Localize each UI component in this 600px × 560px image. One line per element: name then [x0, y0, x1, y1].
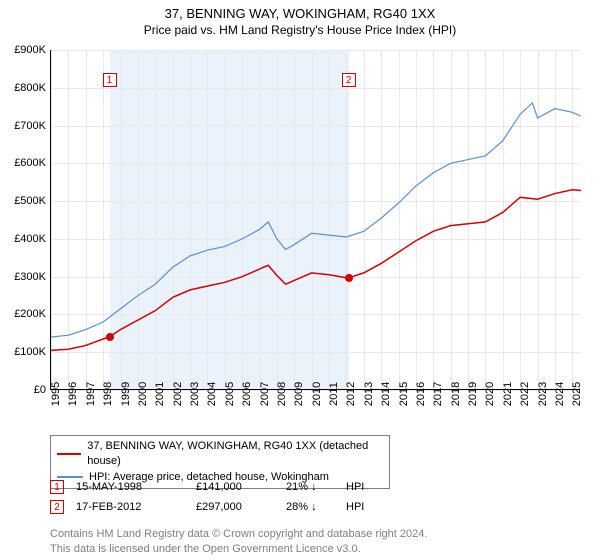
- legend-label: 37, BENNING WAY, WOKINGHAM, RG40 1XX (de…: [87, 439, 383, 470]
- x-tick-label: 2009: [293, 382, 305, 406]
- x-tick-label: 1999: [120, 382, 132, 406]
- sale-row: 2 17-FEB-2012£297,00028% ↓HPI: [50, 500, 364, 514]
- footnote-line-1: Contains HM Land Registry data © Crown c…: [50, 528, 427, 540]
- series-price_paid: [51, 190, 581, 351]
- footnote: Contains HM Land Registry data © Crown c…: [50, 527, 427, 556]
- x-tick-label: 1996: [67, 382, 79, 406]
- x-tick-label: 2016: [415, 382, 427, 406]
- x-tick-label: 2015: [398, 382, 410, 406]
- legend-swatch: [57, 476, 83, 478]
- x-tick-label: 2024: [554, 382, 566, 406]
- x-tick-label: 2011: [328, 382, 340, 406]
- x-tick-label: 1995: [50, 382, 62, 406]
- chart-marker: 1: [103, 73, 117, 87]
- x-tick-label: 1998: [102, 382, 114, 406]
- sale-price: £141,000: [196, 481, 286, 493]
- x-tick-label: 2000: [137, 382, 149, 406]
- chart-marker-dot: [106, 333, 114, 341]
- x-tick-label: 2005: [224, 382, 236, 406]
- sale-marker: 2: [50, 500, 64, 514]
- x-tick-label: 2025: [571, 382, 583, 406]
- sale-price: £297,000: [196, 501, 286, 513]
- x-tick-label: 2012: [345, 382, 357, 406]
- x-tick-label: 2003: [189, 382, 201, 406]
- chart-marker: 2: [342, 73, 356, 87]
- x-tick-label: 2006: [241, 382, 253, 406]
- sale-date: 17-FEB-2012: [76, 501, 196, 513]
- chart-marker-dot: [345, 274, 353, 282]
- x-tick-label: 2019: [467, 382, 479, 406]
- x-tick-label: 2007: [259, 382, 271, 406]
- chart-container: 37, BENNING WAY, WOKINGHAM, RG40 1XX Pri…: [0, 0, 600, 560]
- y-tick-label: £600K: [14, 157, 46, 169]
- y-tick-label: £800K: [14, 82, 46, 94]
- x-tick-label: 2008: [276, 382, 288, 406]
- x-tick-label: 2004: [206, 382, 218, 406]
- x-tick-label: 2017: [432, 382, 444, 406]
- y-tick-label: £200K: [14, 308, 46, 320]
- x-tick-label: 2023: [537, 382, 549, 406]
- sale-pct: 28% ↓: [286, 501, 346, 513]
- x-tick-label: 2002: [172, 382, 184, 406]
- x-tick-label: 2020: [484, 382, 496, 406]
- chart-subtitle: Price paid vs. HM Land Registry's House …: [0, 21, 600, 37]
- x-tick-label: 2018: [450, 382, 462, 406]
- y-tick-label: £700K: [14, 120, 46, 132]
- y-tick-label: £0: [34, 384, 46, 396]
- y-tick-label: £100K: [14, 346, 46, 358]
- sale-pct: 21% ↓: [286, 481, 346, 493]
- x-tick-label: 2021: [502, 382, 514, 406]
- sale-date: 15-MAY-1998: [76, 481, 196, 493]
- chart-title: 37, BENNING WAY, WOKINGHAM, RG40 1XX: [0, 0, 600, 21]
- y-tick-label: £900K: [14, 44, 46, 56]
- x-tick-label: 2010: [311, 382, 323, 406]
- series-hpi: [51, 103, 581, 337]
- legend-swatch: [57, 453, 81, 455]
- chart-plot-area: 12: [50, 50, 580, 390]
- y-tick-label: £500K: [14, 195, 46, 207]
- x-tick-label: 2014: [380, 382, 392, 406]
- x-tick-label: 2022: [519, 382, 531, 406]
- y-tick-label: £300K: [14, 271, 46, 283]
- sale-note: HPI: [346, 501, 364, 513]
- sale-row: 1 15-MAY-1998£141,00021% ↓HPI: [50, 480, 364, 494]
- legend-item: 37, BENNING WAY, WOKINGHAM, RG40 1XX (de…: [57, 439, 383, 470]
- x-tick-label: 2013: [363, 382, 375, 406]
- sale-marker: 1: [50, 480, 64, 494]
- footnote-line-2: This data is licensed under the Open Gov…: [50, 543, 361, 555]
- x-tick-label: 1997: [85, 382, 97, 406]
- x-tick-label: 2001: [154, 382, 166, 406]
- sale-note: HPI: [346, 481, 364, 493]
- y-tick-label: £400K: [14, 233, 46, 245]
